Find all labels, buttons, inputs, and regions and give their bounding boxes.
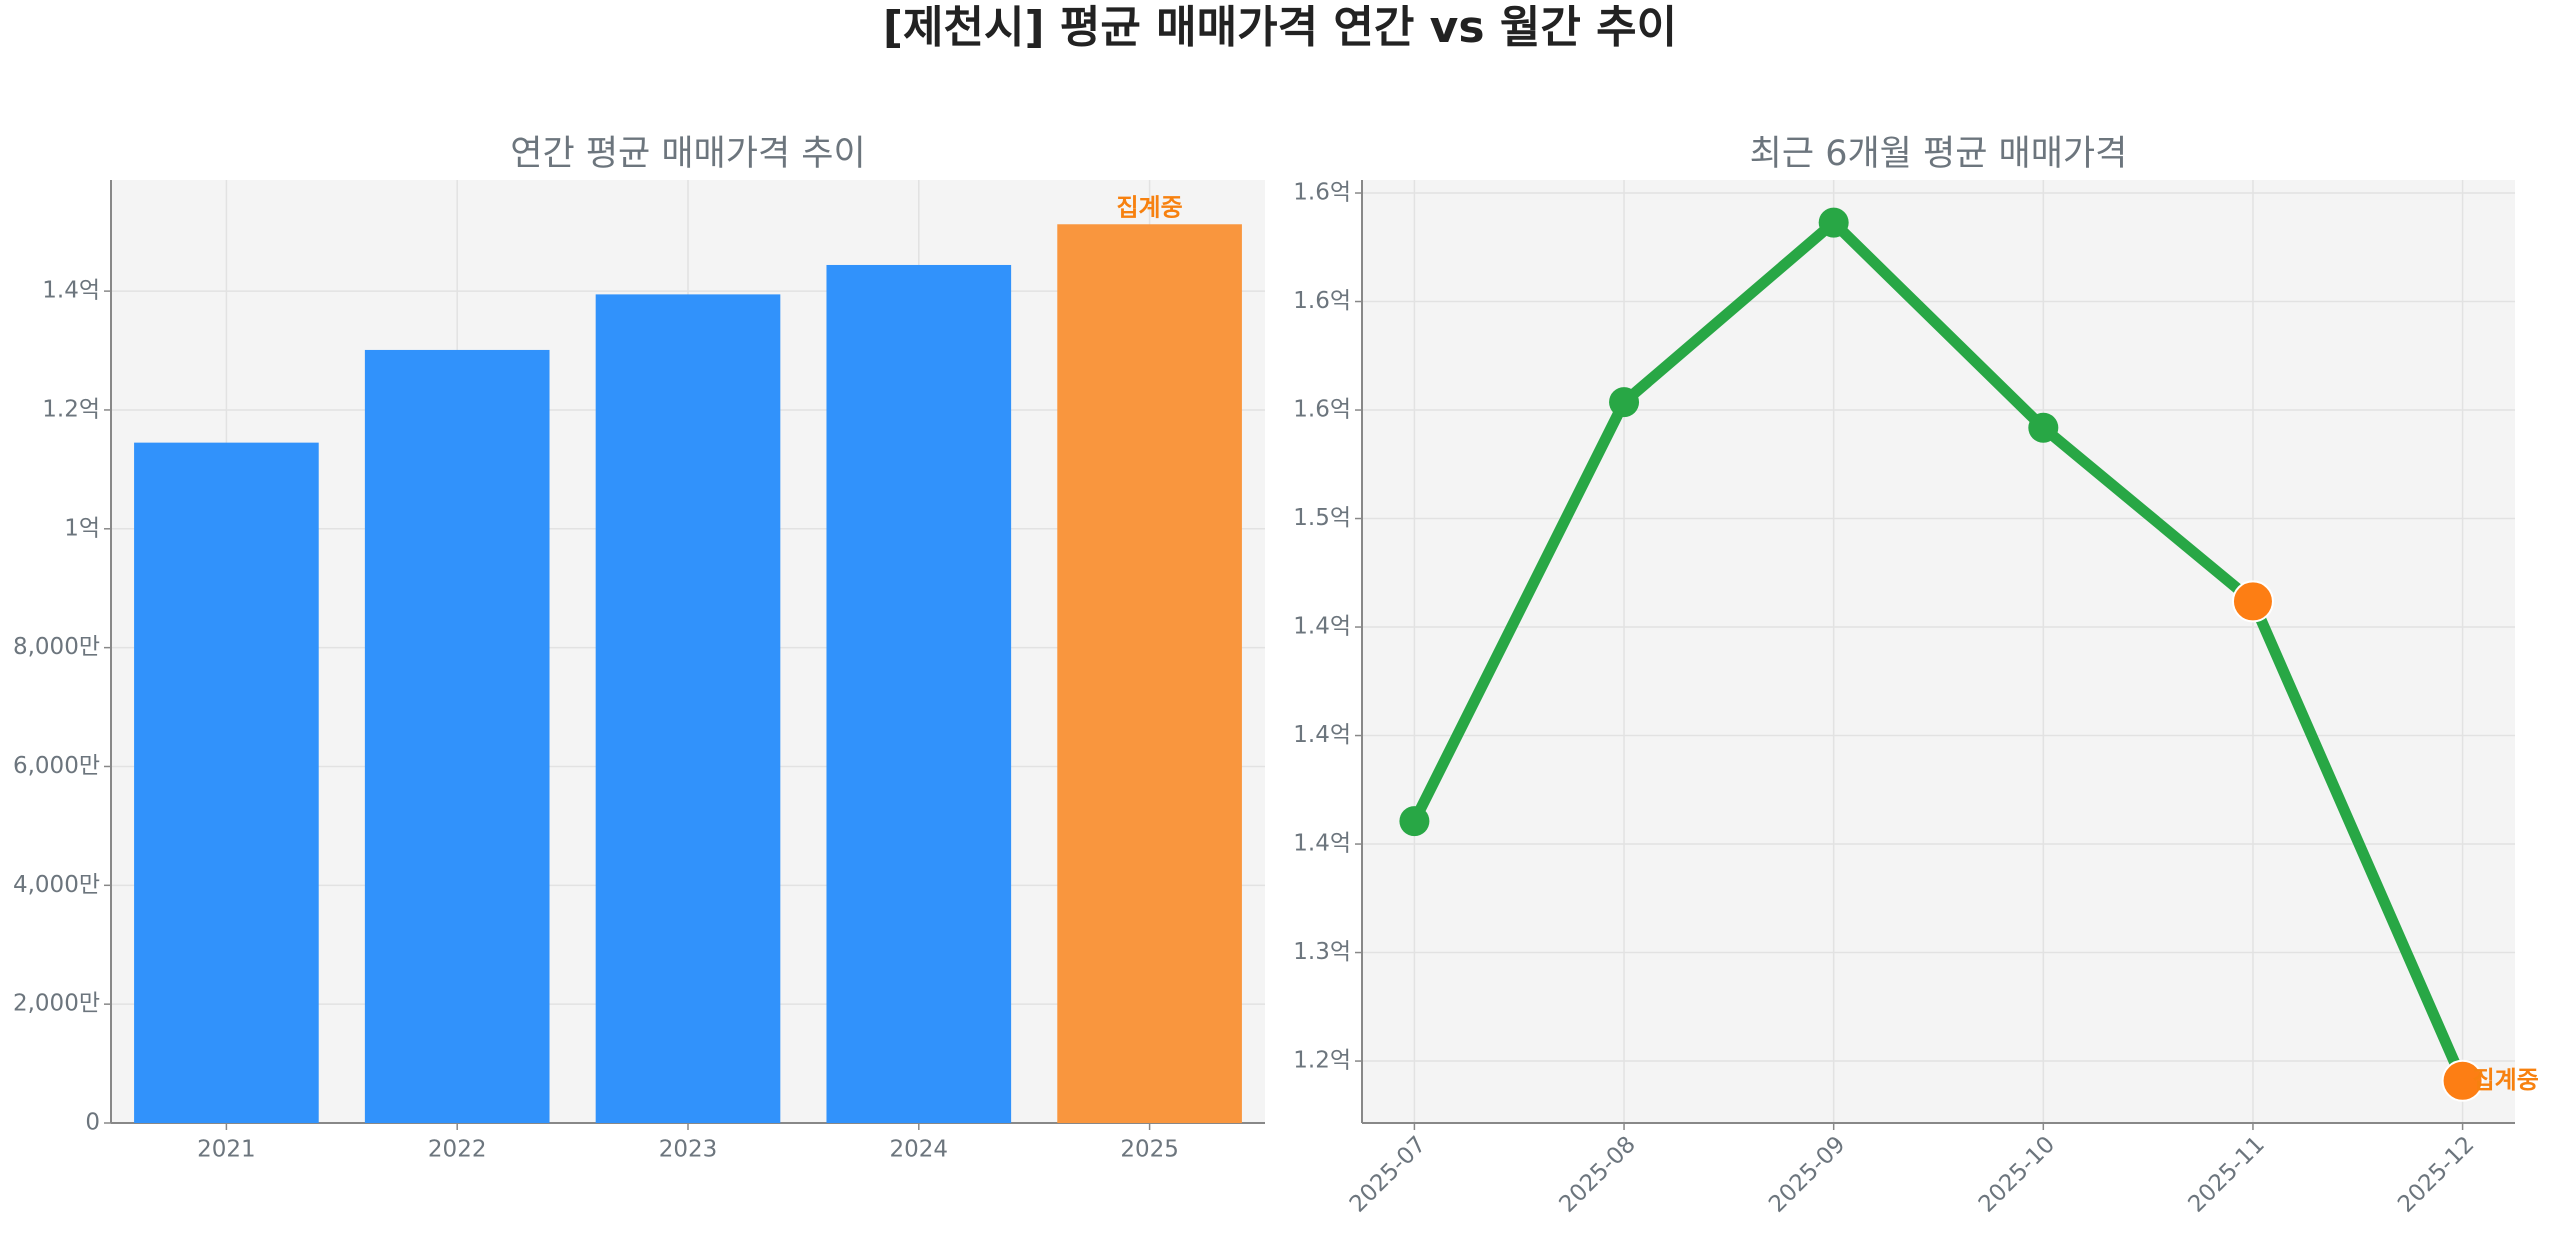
plot-area <box>1362 180 2515 1123</box>
chart-title: 최근 6개월 평균 매매가격 <box>1750 134 2128 174</box>
x-tick-label: 2025-08 <box>1555 1131 1641 1217</box>
bar <box>595 294 781 1124</box>
line <box>1409 217 2468 1083</box>
x-tick-label: 2025 <box>1120 1137 1179 1163</box>
point <box>1399 806 1430 837</box>
x-tick-label: 2025-07 <box>1345 1131 1431 1217</box>
annotation: 집계중 <box>1116 193 1182 221</box>
y-tick-label: 1.2억 <box>1293 1048 1351 1074</box>
x-tick-label: 2025-09 <box>1764 1131 1850 1217</box>
y-tick-label: 1.4억 <box>42 278 100 304</box>
bar <box>1057 224 1242 1123</box>
point <box>2231 580 2274 623</box>
point <box>1818 207 1849 238</box>
y-tick-label: 1.6억 <box>1293 288 1351 314</box>
bar <box>826 264 1012 1123</box>
y-tick-label: 1.3억 <box>1293 939 1351 965</box>
y-tick-label: 1.2억 <box>42 396 100 422</box>
bar <box>364 349 550 1123</box>
point <box>2441 1059 2484 1102</box>
y-tick-label: 8,000만 <box>13 634 100 660</box>
point <box>2028 412 2059 443</box>
x-tick-label: 2025-11 <box>2183 1131 2269 1217</box>
y-tick-label: 4,000만 <box>13 872 100 898</box>
y-tick-label: 1.5억 <box>1293 505 1351 531</box>
x-tick-label: 2023 <box>659 1137 718 1163</box>
x-tick-label: 2021 <box>197 1137 256 1163</box>
y-tick-label: 0 <box>85 1110 100 1136</box>
x-tick-label: 2024 <box>890 1137 949 1163</box>
figure-title: [제천시] 평균 매매가격 연간 vs 월간 추이 <box>883 2 1677 53</box>
y-tick-label: 6,000만 <box>13 753 100 779</box>
y-tick-label: 1.6억 <box>1293 397 1351 423</box>
x-tick-label: 2025-10 <box>1974 1131 2060 1217</box>
bar <box>134 442 319 1123</box>
y-tick-label: 1.4억 <box>1293 831 1351 857</box>
annotation: 집계중 <box>2473 1066 2539 1094</box>
x-tick-label: 2022 <box>428 1137 487 1163</box>
x-tick-label: 2025-12 <box>2393 1131 2479 1217</box>
y-tick-label: 2,000만 <box>13 991 100 1017</box>
point <box>1609 387 1640 418</box>
y-tick-label: 1억 <box>64 515 100 541</box>
y-tick-label: 1.6억 <box>1293 180 1351 206</box>
y-tick-label: 1.4억 <box>1293 614 1351 640</box>
y-tick-label: 1.4억 <box>1293 722 1351 748</box>
chart-title: 연간 평균 매매가격 추이 <box>510 134 865 174</box>
